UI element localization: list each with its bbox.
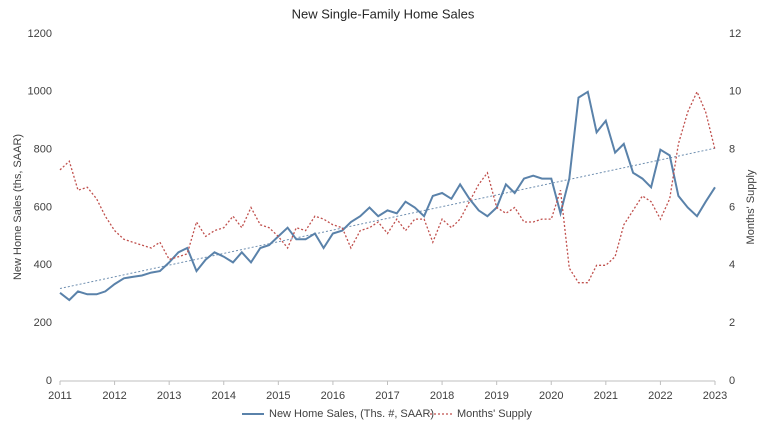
legend-label: Months' Supply <box>457 408 532 420</box>
y-axis-title: New Home Sales (ths, SAAR) <box>12 134 24 280</box>
x-tick-label: 2014 <box>212 390 236 402</box>
x-tick-label: 2016 <box>321 390 345 402</box>
x-tick-label: 2021 <box>594 390 618 402</box>
y2-tick-label: 12 <box>729 28 741 40</box>
y2-tick-label: 10 <box>729 86 741 98</box>
x-tick-label: 2019 <box>484 390 508 402</box>
trend-line <box>59 147 716 289</box>
x-tick-label: 2017 <box>375 390 399 402</box>
y2-tick-label: 6 <box>729 201 735 213</box>
x-tick-label: 2012 <box>102 390 126 402</box>
x-tick-label: 2018 <box>430 390 454 402</box>
x-tick-label: 2015 <box>266 390 290 402</box>
x-tick-label: 2023 <box>703 390 727 402</box>
series-line <box>59 90 716 284</box>
y-tick-label: 0 <box>46 375 52 387</box>
series-line <box>59 90 716 302</box>
x-tick-label: 2011 <box>48 390 72 402</box>
y-tick-label: 400 <box>34 259 52 271</box>
y2-axis-title: Months' Supply <box>745 169 757 244</box>
x-tick-label: 2022 <box>648 390 672 402</box>
y2-tick-label: 0 <box>729 375 735 387</box>
y-tick-label: 600 <box>34 201 52 213</box>
y2-tick-label: 8 <box>729 144 735 156</box>
y-tick-label: 1000 <box>28 86 52 98</box>
y-tick-label: 200 <box>34 317 52 329</box>
y-tick-label: 800 <box>34 144 52 156</box>
y2-tick-label: 2 <box>729 317 735 329</box>
legend-label: New Home Sales, (Ths. #, SAAR) <box>269 408 434 420</box>
chart-title: New Single-Family Home Sales <box>292 6 475 21</box>
x-tick-label: 2013 <box>157 390 181 402</box>
y-tick-label: 1200 <box>28 28 52 40</box>
x-tick-label: 2020 <box>539 390 563 402</box>
y2-tick-label: 4 <box>729 259 735 271</box>
